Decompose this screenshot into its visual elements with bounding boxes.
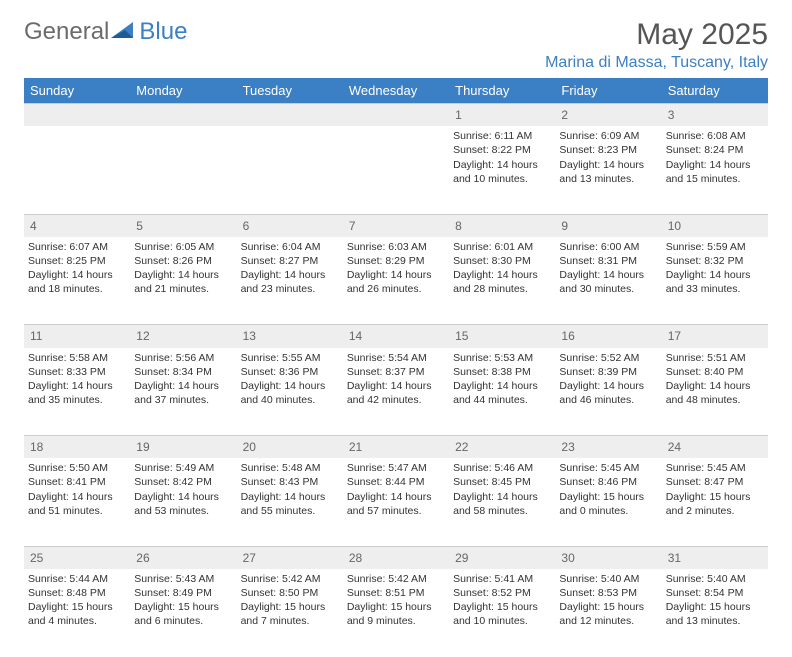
weekday-header: Tuesday: [237, 78, 343, 104]
day-number: 16: [555, 325, 661, 348]
day-cell: Sunrise: 5:42 AMSunset: 8:50 PMDaylight:…: [237, 569, 343, 657]
calendar-table: SundayMondayTuesdayWednesdayThursdayFrid…: [24, 78, 768, 657]
day-cell: Sunrise: 5:51 AMSunset: 8:40 PMDaylight:…: [662, 348, 768, 436]
day-cell: [24, 126, 130, 214]
day-number: 29: [449, 546, 555, 569]
day-number: [130, 104, 236, 127]
weekday-header: Friday: [555, 78, 661, 104]
day-number: 9: [555, 214, 661, 237]
day-number: 25: [24, 546, 130, 569]
day-number-row: 18192021222324: [24, 436, 768, 459]
day-cell: Sunrise: 5:46 AMSunset: 8:45 PMDaylight:…: [449, 458, 555, 546]
day-cell: Sunrise: 6:03 AMSunset: 8:29 PMDaylight:…: [343, 237, 449, 325]
day-number: 23: [555, 436, 661, 459]
day-number: 27: [237, 546, 343, 569]
day-cell: Sunrise: 5:40 AMSunset: 8:54 PMDaylight:…: [662, 569, 768, 657]
day-number: 20: [237, 436, 343, 459]
day-number: 15: [449, 325, 555, 348]
day-number: 17: [662, 325, 768, 348]
title-block: May 2025 Marina di Massa, Tuscany, Italy: [545, 18, 768, 72]
day-cell: [237, 126, 343, 214]
header: General Blue May 2025 Marina di Massa, T…: [24, 18, 768, 72]
day-detail-row: Sunrise: 5:58 AMSunset: 8:33 PMDaylight:…: [24, 348, 768, 436]
day-number-row: 45678910: [24, 214, 768, 237]
day-cell: Sunrise: 6:07 AMSunset: 8:25 PMDaylight:…: [24, 237, 130, 325]
day-number: 18: [24, 436, 130, 459]
brand-part2: Blue: [139, 18, 187, 46]
day-cell: Sunrise: 5:59 AMSunset: 8:32 PMDaylight:…: [662, 237, 768, 325]
day-cell: Sunrise: 5:43 AMSunset: 8:49 PMDaylight:…: [130, 569, 236, 657]
day-cell: Sunrise: 5:45 AMSunset: 8:47 PMDaylight:…: [662, 458, 768, 546]
brand-part1: General: [24, 18, 109, 46]
weekday-header: Saturday: [662, 78, 768, 104]
day-number: 3: [662, 104, 768, 127]
day-number: 12: [130, 325, 236, 348]
day-cell: Sunrise: 5:50 AMSunset: 8:41 PMDaylight:…: [24, 458, 130, 546]
day-cell: Sunrise: 5:56 AMSunset: 8:34 PMDaylight:…: [130, 348, 236, 436]
day-cell: Sunrise: 5:45 AMSunset: 8:46 PMDaylight:…: [555, 458, 661, 546]
day-number-row: 123: [24, 104, 768, 127]
day-cell: Sunrise: 5:48 AMSunset: 8:43 PMDaylight:…: [237, 458, 343, 546]
day-number: 24: [662, 436, 768, 459]
day-cell: Sunrise: 6:00 AMSunset: 8:31 PMDaylight:…: [555, 237, 661, 325]
day-number: 1: [449, 104, 555, 127]
day-detail-row: Sunrise: 6:11 AMSunset: 8:22 PMDaylight:…: [24, 126, 768, 214]
day-cell: Sunrise: 5:47 AMSunset: 8:44 PMDaylight:…: [343, 458, 449, 546]
day-number: 6: [237, 214, 343, 237]
weekday-header: Wednesday: [343, 78, 449, 104]
day-number: 21: [343, 436, 449, 459]
day-cell: Sunrise: 6:05 AMSunset: 8:26 PMDaylight:…: [130, 237, 236, 325]
day-number: 30: [555, 546, 661, 569]
day-detail-row: Sunrise: 5:50 AMSunset: 8:41 PMDaylight:…: [24, 458, 768, 546]
day-cell: Sunrise: 5:53 AMSunset: 8:38 PMDaylight:…: [449, 348, 555, 436]
day-cell: Sunrise: 5:40 AMSunset: 8:53 PMDaylight:…: [555, 569, 661, 657]
day-detail-row: Sunrise: 5:44 AMSunset: 8:48 PMDaylight:…: [24, 569, 768, 657]
day-cell: Sunrise: 6:09 AMSunset: 8:23 PMDaylight:…: [555, 126, 661, 214]
day-cell: Sunrise: 5:42 AMSunset: 8:51 PMDaylight:…: [343, 569, 449, 657]
day-number: 10: [662, 214, 768, 237]
day-number-row: 11121314151617: [24, 325, 768, 348]
day-number: 31: [662, 546, 768, 569]
month-title: May 2025: [545, 18, 768, 52]
day-detail-row: Sunrise: 6:07 AMSunset: 8:25 PMDaylight:…: [24, 237, 768, 325]
day-cell: Sunrise: 6:08 AMSunset: 8:24 PMDaylight:…: [662, 126, 768, 214]
day-cell: Sunrise: 5:55 AMSunset: 8:36 PMDaylight:…: [237, 348, 343, 436]
brand-logo: General Blue: [24, 18, 187, 46]
day-cell: Sunrise: 6:01 AMSunset: 8:30 PMDaylight:…: [449, 237, 555, 325]
day-cell: Sunrise: 6:04 AMSunset: 8:27 PMDaylight:…: [237, 237, 343, 325]
day-cell: [343, 126, 449, 214]
day-cell: Sunrise: 5:52 AMSunset: 8:39 PMDaylight:…: [555, 348, 661, 436]
day-cell: Sunrise: 5:41 AMSunset: 8:52 PMDaylight:…: [449, 569, 555, 657]
day-number: 22: [449, 436, 555, 459]
weekday-header: Monday: [130, 78, 236, 104]
day-number: 8: [449, 214, 555, 237]
day-cell: Sunrise: 5:54 AMSunset: 8:37 PMDaylight:…: [343, 348, 449, 436]
day-number: 19: [130, 436, 236, 459]
day-cell: Sunrise: 5:44 AMSunset: 8:48 PMDaylight:…: [24, 569, 130, 657]
day-number: 26: [130, 546, 236, 569]
day-number: [237, 104, 343, 127]
day-number: 11: [24, 325, 130, 348]
day-number: 4: [24, 214, 130, 237]
location-label: Marina di Massa, Tuscany, Italy: [545, 54, 768, 72]
day-number: [343, 104, 449, 127]
weekday-header: Thursday: [449, 78, 555, 104]
brand-triangle-icon: [111, 20, 137, 45]
day-number: 13: [237, 325, 343, 348]
day-number-row: 25262728293031: [24, 546, 768, 569]
calendar-body: 123Sunrise: 6:11 AMSunset: 8:22 PMDaylig…: [24, 104, 768, 657]
weekday-header: Sunday: [24, 78, 130, 104]
day-number: [24, 104, 130, 127]
day-cell: Sunrise: 5:49 AMSunset: 8:42 PMDaylight:…: [130, 458, 236, 546]
day-number: 14: [343, 325, 449, 348]
day-number: 5: [130, 214, 236, 237]
day-cell: Sunrise: 6:11 AMSunset: 8:22 PMDaylight:…: [449, 126, 555, 214]
day-cell: [130, 126, 236, 214]
day-cell: Sunrise: 5:58 AMSunset: 8:33 PMDaylight:…: [24, 348, 130, 436]
weekday-header-row: SundayMondayTuesdayWednesdayThursdayFrid…: [24, 78, 768, 104]
day-number: 2: [555, 104, 661, 127]
day-number: 7: [343, 214, 449, 237]
day-number: 28: [343, 546, 449, 569]
